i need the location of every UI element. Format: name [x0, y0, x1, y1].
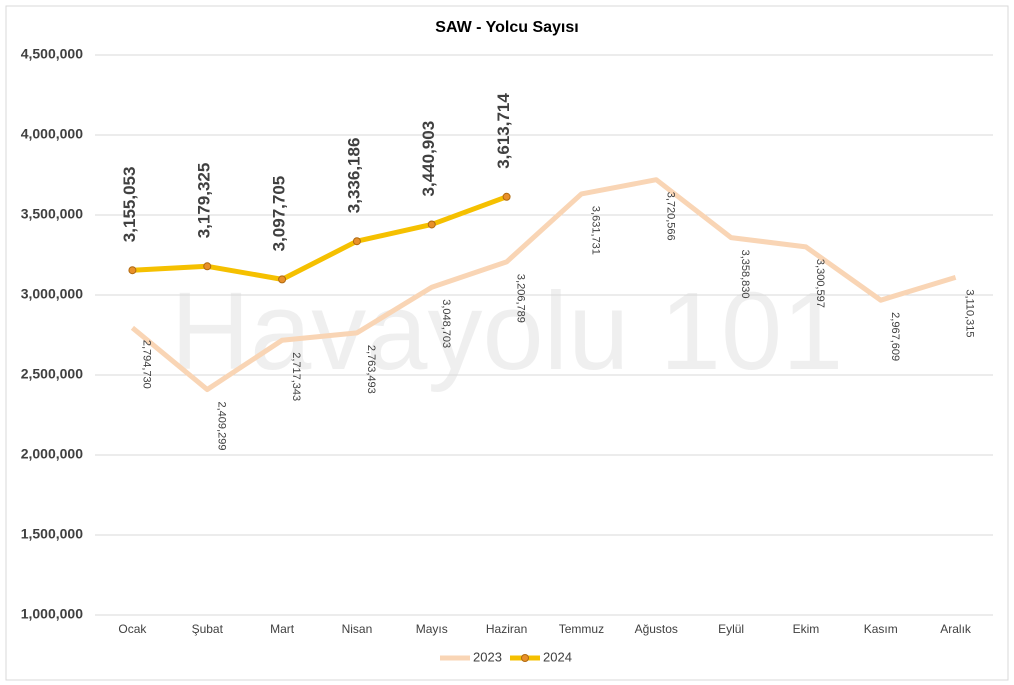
x-tick-label: Haziran	[486, 622, 527, 636]
series-marker	[278, 275, 287, 284]
x-tick-label: Eylül	[718, 622, 744, 636]
series-marker	[203, 262, 212, 271]
x-tick-label: Temmuz	[559, 622, 604, 636]
data-label: 3,048,703	[440, 299, 452, 348]
data-label: 2,967,609	[889, 312, 901, 361]
legend-label: 2023	[473, 649, 502, 664]
x-tick-label: Şubat	[192, 622, 224, 636]
data-label: 3,631,731	[590, 206, 602, 255]
x-tick-label: Ağustos	[635, 622, 678, 636]
data-label: 3,110,315	[964, 289, 976, 337]
data-label: 3,206,789	[515, 274, 527, 323]
legend-marker	[521, 654, 529, 662]
data-label: 3,336,186	[344, 138, 363, 214]
data-label: 3,179,325	[195, 163, 214, 239]
legend-label: 2024	[543, 649, 572, 664]
series-marker	[128, 266, 137, 275]
series-marker	[352, 237, 361, 246]
data-label: 3,155,053	[120, 167, 139, 243]
data-label: 3,720,566	[664, 192, 676, 241]
data-label: 3,613,714	[494, 93, 513, 169]
series-marker	[502, 192, 511, 201]
x-tick-label: Mayıs	[416, 622, 448, 636]
chart-title: SAW - Yolcu Sayısı	[435, 19, 578, 36]
series-line	[130, 177, 957, 393]
y-tick-label: 3,500,000	[21, 206, 83, 222]
data-label: 3,300,597	[814, 259, 826, 308]
y-tick-label: 2,500,000	[21, 366, 83, 382]
chart-frame	[5, 5, 1009, 681]
series-marker	[427, 220, 436, 229]
data-label: 3,440,903	[419, 121, 438, 197]
x-tick-label: Kasım	[864, 622, 898, 636]
data-label: 2,409,299	[215, 402, 227, 451]
watermark: Havayolu 101	[171, 270, 844, 393]
y-tick-label: 1,500,000	[21, 526, 83, 542]
x-tick-label: Mart	[270, 622, 295, 636]
x-tick-label: Ekim	[793, 622, 820, 636]
y-tick-label: 1,000,000	[21, 606, 83, 622]
x-tick-label: Ocak	[118, 622, 147, 636]
x-tick-label: Aralık	[940, 622, 972, 636]
data-label: 2,794,730	[141, 340, 153, 389]
y-tick-label: 3,000,000	[21, 286, 83, 302]
data-label: 2,717,343	[290, 352, 302, 401]
x-tick-label: Nisan	[342, 622, 373, 636]
data-label: 2,763,493	[365, 345, 377, 394]
y-tick-label: 4,500,000	[21, 46, 83, 62]
data-label: 3,358,830	[739, 250, 751, 299]
series-line	[132, 194, 508, 282]
y-tick-label: 2,000,000	[21, 446, 83, 462]
data-label: 3,097,705	[270, 176, 289, 252]
y-tick-label: 4,000,000	[21, 126, 83, 142]
